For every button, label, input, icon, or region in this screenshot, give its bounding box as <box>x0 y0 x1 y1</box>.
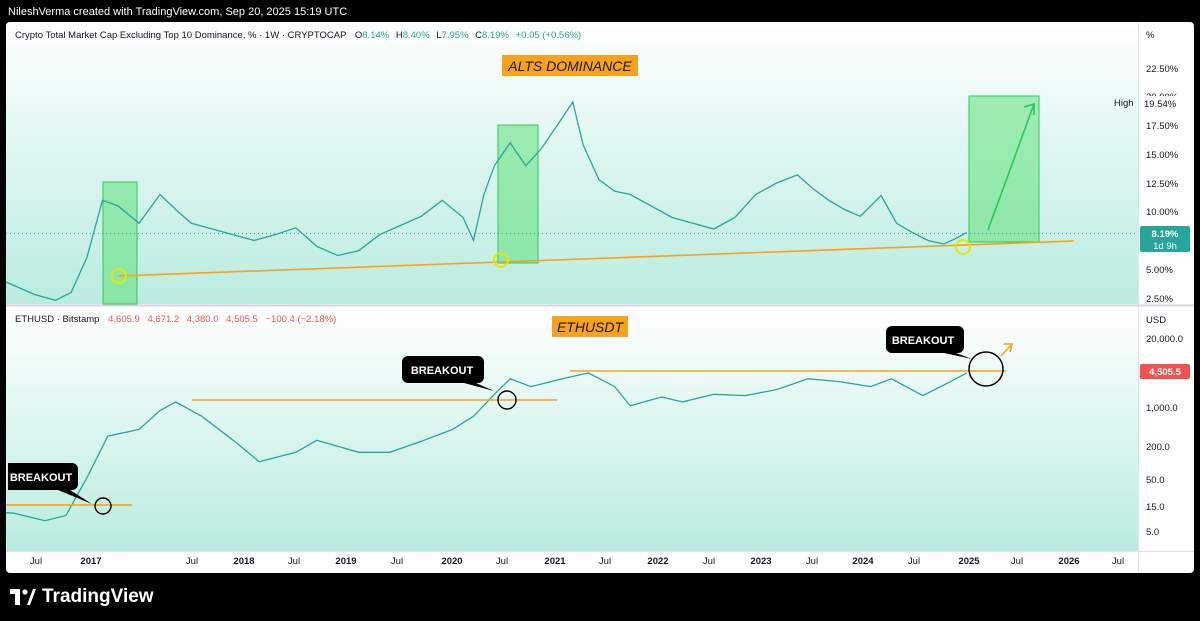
time-axis-label: 2019 <box>335 556 356 567</box>
time-axis-label: Jul <box>30 556 42 567</box>
bottom-tick-1000: 1,000.0 <box>1146 403 1178 414</box>
time-axis-label: 2017 <box>80 556 101 567</box>
time-axis-label: Jul <box>1011 556 1023 567</box>
bottom-legend-open: 4,605.9 <box>108 314 140 325</box>
top-legend-h-label: H <box>396 30 403 41</box>
bottom-pane-background <box>6 307 1138 551</box>
top-legend-open: 8.14% <box>362 30 389 41</box>
top-legend-l-label: L <box>436 30 441 41</box>
top-legend-close: 8.19% <box>482 30 509 41</box>
top-axis-unit: % <box>1146 30 1155 41</box>
bottom-tick-15: 15.0 <box>1146 502 1165 513</box>
bottom-tick-200: 200.0 <box>1146 442 1170 453</box>
top-legend-o-label: O <box>355 30 362 41</box>
top-tick-2-5: 2.50% <box>1146 294 1173 305</box>
breakout-arrow-head <box>1004 343 1014 353</box>
time-axis-label: 2020 <box>441 556 462 567</box>
eth-last-value-badge <box>1140 364 1190 379</box>
time-axis-label: Jul <box>391 556 403 567</box>
bottom-tick-20000: 20,000.0 <box>1146 334 1183 345</box>
top-tick-12-5: 12.50% <box>1146 179 1179 190</box>
alts-dominance-label: ALTS DOMINANCE <box>507 58 632 74</box>
breakout-circle-2025 <box>968 351 1004 387</box>
breakout-circle-2021 <box>497 390 517 410</box>
time-axis-label: 2025 <box>958 556 980 567</box>
time-axis-label: Jul <box>908 556 920 567</box>
breakout-arrow-2025 <box>1000 343 1013 357</box>
breakout-callout-2021[interactable]: BREAKOUT <box>402 356 494 391</box>
eth-last-value: 4,505.5 <box>1149 367 1181 378</box>
tradingview-logo-icon <box>10 589 36 605</box>
svg-text:Crypto Total Market Cap Exclud: Crypto Total Market Cap Excluding Top 10… <box>15 30 581 41</box>
breakout-callout-2017[interactable]: BREAKOUT <box>8 463 92 504</box>
alts-support-trendline[interactable] <box>117 240 1075 277</box>
bottom-legend-close: 4,505.5 <box>226 314 258 325</box>
time-axis-label: Jul <box>288 556 300 567</box>
time-axis-label: Jul <box>496 556 508 567</box>
ethusdt-label-bg <box>552 316 628 337</box>
top-tick-22-5: 22.50% <box>1146 64 1179 75</box>
top-legend-title: Crypto Total Market Cap Excluding Top 10… <box>15 30 346 41</box>
high-value-bg <box>1140 96 1190 110</box>
top-tick-17-5: 17.50% <box>1146 121 1179 132</box>
time-axis-label: 2024 <box>852 556 874 567</box>
breakout-text-2017: BREAKOUT <box>10 472 73 484</box>
bottom-tick-50: 50.0 <box>1146 475 1165 486</box>
projection-arrow-head <box>1023 102 1035 115</box>
bar-countdown: 1d 9h <box>1153 241 1177 252</box>
breakout-callout-2025[interactable]: BREAKOUT <box>886 326 972 359</box>
breakout-circle-2017 <box>94 497 112 515</box>
breakout-text-2025: BREAKOUT <box>892 335 955 347</box>
ethusdt-label: ETHUSDT <box>557 319 625 335</box>
time-axis-label: 2022 <box>647 556 668 567</box>
top-legend-c-label: C <box>475 30 482 41</box>
accumulation-box-2017[interactable] <box>102 181 138 305</box>
bottom-legend-title: ETHUSD · Bitstamp <box>15 314 99 325</box>
top-tick-10: 10.00% <box>1146 207 1179 218</box>
bottom-axis-unit: USD <box>1146 315 1166 326</box>
time-axis-label: Jul <box>599 556 611 567</box>
svg-text:ETHUSD · Bitstamp 4,605.: ETHUSD · Bitstamp 4,605.9 4,671.2 4,380.… <box>15 314 336 325</box>
high-label: High <box>1114 98 1134 109</box>
alts-dominance-label-bg <box>502 55 638 76</box>
last-value-badge <box>1140 226 1190 252</box>
touch-circle-2021 <box>493 252 509 268</box>
time-axis-label: Jul <box>703 556 715 567</box>
alts-dominance-series <box>6 100 968 301</box>
projection-arrow <box>987 103 1035 231</box>
bottom-legend-high: 4,671.2 <box>147 314 179 325</box>
bottom-tick-5: 5.0 <box>1146 527 1159 538</box>
last-value: 8.19% <box>1152 229 1179 240</box>
ethusd-series <box>6 372 968 522</box>
time-axis-label: Jul <box>806 556 818 567</box>
time-axis-label: 2026 <box>1058 556 1079 567</box>
top-legend-low: 7.95% <box>442 30 469 41</box>
tradingview-brand: TradingView <box>42 586 154 607</box>
touch-circle-2025 <box>955 239 971 255</box>
top-tick-15: 15.00% <box>1146 150 1179 161</box>
time-axis-label: 2018 <box>233 556 254 567</box>
high-value: 19.54% <box>1144 99 1177 110</box>
chart-frame: Crypto Total Market Cap Excluding Top 10… <box>6 22 1194 573</box>
time-axis-label: 2021 <box>544 556 566 567</box>
top-legend-high: 8.40% <box>403 30 430 41</box>
top-legend-change: +0.05 (+0.56%) <box>516 30 582 41</box>
chart-credit: NileshVerma created with TradingView.com… <box>8 6 348 18</box>
bottom-legend-low: 4,380.0 <box>187 314 219 325</box>
time-axis-label: Jul <box>186 556 198 567</box>
accumulation-box-2021[interactable] <box>497 124 539 264</box>
breakout-text-2021: BREAKOUT <box>411 365 474 377</box>
time-axis-label: 2023 <box>750 556 771 567</box>
time-axis-label: Jul <box>1112 556 1124 567</box>
top-tick-5: 5.00% <box>1146 265 1173 276</box>
time-axis[interactable]: Jul 2017 Jul 2018 Jul 2019 Jul 2020 Jul 2021 Jul 20… <box>30 556 1124 567</box>
touch-circle-2017 <box>111 268 127 284</box>
bottom-legend-change: −100.4 (−2.18%) <box>265 314 336 325</box>
chart-canvas[interactable]: Crypto Total Market Cap Excluding Top 10… <box>6 22 1194 573</box>
tradingview-footer: TradingView <box>10 586 154 608</box>
